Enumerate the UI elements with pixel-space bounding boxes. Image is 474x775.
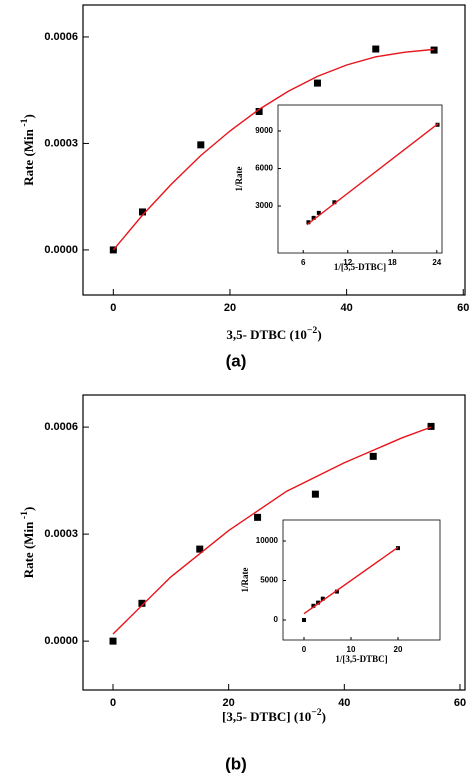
- x-tick-label: 24: [432, 258, 441, 267]
- data-point: [196, 545, 204, 553]
- axis-label-end: ): [21, 507, 36, 511]
- axis-label: Rate (Min -1): [19, 114, 36, 186]
- fit-line: [306, 122, 439, 226]
- x-tick-label: 40: [340, 302, 352, 314]
- data-point: [320, 596, 325, 601]
- data-point: [332, 200, 337, 205]
- y-tick-label: 0.0006: [44, 31, 78, 43]
- axis-label-text: 1/Rate: [234, 167, 244, 192]
- axis-label-superscript: −2: [311, 707, 322, 718]
- x-tick-label: 20: [224, 302, 236, 314]
- x-tick-label: 20: [394, 645, 403, 654]
- data-point: [197, 141, 205, 149]
- x-tick-label: 10: [347, 645, 356, 654]
- fit-line: [112, 426, 432, 635]
- x-tick-label: 20: [223, 697, 235, 709]
- axis-label-text: Rate (Min: [21, 521, 36, 578]
- data-point: [334, 589, 339, 594]
- x-tick-label: 0: [110, 302, 116, 314]
- data-point: [372, 45, 380, 53]
- data-point: [430, 46, 438, 54]
- y-tick-label: 0.0000: [44, 635, 78, 647]
- axis-label: 1/[3,5-DTBC]: [334, 262, 386, 272]
- data-point: [427, 422, 435, 430]
- y-tick-label: 0: [274, 615, 279, 624]
- plot-frame: [277, 104, 443, 254]
- y-tick-label: 0.0003: [44, 137, 78, 149]
- data-point: [316, 600, 321, 605]
- y-tick-label: 0.0003: [44, 528, 78, 540]
- x-tick-label: 6: [301, 258, 306, 267]
- data-point: [313, 79, 321, 87]
- data-point: [311, 490, 319, 498]
- fit-line: [303, 546, 399, 615]
- x-tick-label: 60: [457, 302, 469, 314]
- data-point: [138, 208, 146, 216]
- caption: (b): [225, 754, 247, 773]
- data-point: [109, 246, 117, 254]
- x-tick-label: 18: [388, 258, 397, 267]
- plot-frame: [282, 519, 441, 641]
- data-point: [255, 107, 263, 115]
- x-tick-label: 0: [110, 697, 116, 709]
- data-point: [138, 599, 146, 607]
- data-point: [254, 513, 262, 521]
- x-tick-label: 40: [338, 697, 350, 709]
- axis-label-superscript: -1: [19, 511, 30, 522]
- axis-label-text: Rate (Min: [21, 128, 36, 185]
- caption: (a): [226, 351, 247, 370]
- data-point: [311, 603, 316, 608]
- axis-label: [3,5- DTBC] (10−2): [222, 707, 326, 724]
- axis-label-text: 1/Rate: [240, 568, 250, 593]
- data-point: [316, 210, 321, 215]
- axis-label-end: ): [317, 327, 321, 342]
- y-tick-label: 9000: [255, 126, 273, 135]
- fit-line: [112, 48, 435, 251]
- axis-label: 1/Rate: [240, 568, 250, 593]
- y-tick-label: 10000: [256, 536, 279, 545]
- axis-label: 1/Rate: [234, 167, 244, 192]
- y-tick-label: 5000: [260, 576, 278, 585]
- axis-label-superscript: -1: [19, 118, 30, 129]
- data-point: [302, 618, 307, 623]
- axis-label-text: 1/[3,5-DTBC]: [334, 262, 386, 272]
- x-tick-label: 0: [302, 645, 307, 654]
- x-tick-label: 60: [454, 697, 466, 709]
- axis-label-text: 1/[3,5-DTBC]: [335, 654, 387, 664]
- axis-label-text: [3,5- DTBC] (10: [222, 709, 311, 724]
- data-point: [369, 452, 377, 460]
- x-tick-label: 12: [343, 258, 352, 267]
- axis-label-text: 3,5- DTBC (10: [226, 327, 307, 342]
- y-tick-label: 0.0006: [44, 421, 78, 433]
- data-point: [306, 220, 311, 225]
- axis-label-superscript: −2: [307, 325, 318, 336]
- data-point: [109, 637, 117, 645]
- y-tick-label: 6000: [255, 164, 273, 173]
- axis-label: 3,5- DTBC (10−2): [226, 325, 321, 342]
- y-tick-label: 0.0000: [44, 244, 78, 256]
- axis-label-end: ): [21, 114, 36, 118]
- data-point: [311, 215, 316, 220]
- y-tick-label: 3000: [255, 201, 273, 210]
- axis-label: 1/[3,5-DTBC]: [335, 654, 387, 664]
- axis-label: Rate (Min -1): [19, 507, 36, 579]
- axis-label-end: ): [322, 709, 326, 724]
